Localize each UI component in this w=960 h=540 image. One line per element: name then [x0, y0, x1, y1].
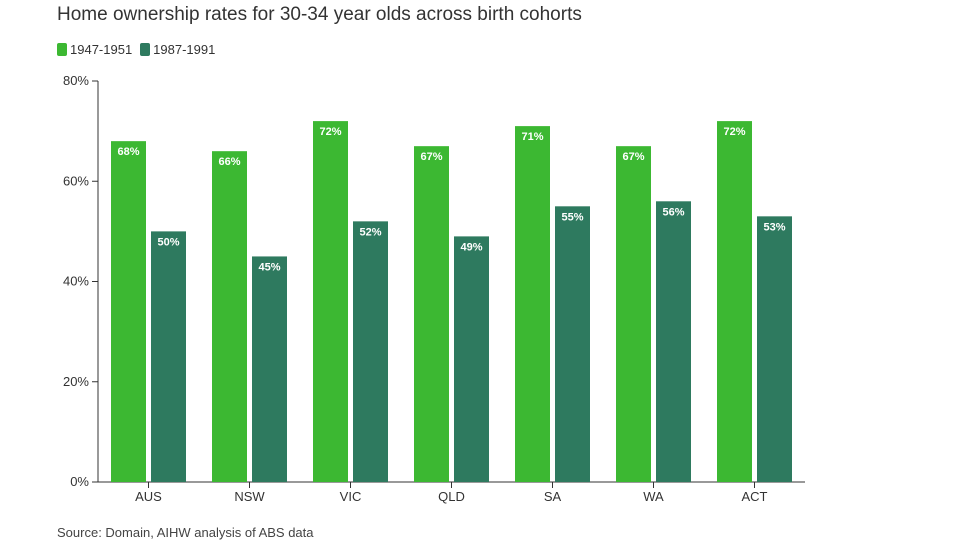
bar-value-label: 52% — [359, 226, 381, 238]
y-tick-label: 20% — [63, 374, 89, 389]
legend-swatch-series-1 — [57, 43, 67, 56]
bar-value-label: 67% — [622, 151, 644, 163]
x-tick-label: SA — [544, 489, 562, 504]
x-tick-label: ACT — [742, 489, 768, 504]
y-tick-label: 60% — [63, 173, 89, 188]
bar-series-1 — [616, 146, 651, 482]
bar-value-label: 68% — [117, 146, 139, 158]
bar-series-2 — [656, 201, 691, 483]
y-tick-label: 40% — [63, 274, 89, 289]
bar-series-2 — [252, 256, 287, 482]
bar-series-2 — [454, 236, 489, 482]
bar-value-label: 55% — [561, 211, 583, 223]
bar-series-1 — [515, 126, 550, 483]
bar-value-label: 72% — [319, 126, 341, 138]
x-tick-label: WA — [643, 489, 664, 504]
bar-value-label: 45% — [258, 261, 280, 273]
x-tick-label: NSW — [234, 489, 265, 504]
x-tick-label: AUS — [135, 489, 162, 504]
chart-title: Home ownership rates for 30-34 year olds… — [57, 4, 582, 25]
bar-series-1 — [414, 146, 449, 482]
y-tick-label: 0% — [70, 474, 89, 489]
legend-item-series-2: 1987-1991 — [140, 42, 215, 57]
bar-series-2 — [151, 231, 186, 482]
legend-label-series-2: 1987-1991 — [153, 42, 216, 57]
chart-legend: 1947-1951 1987-1991 — [57, 42, 223, 57]
bar-series-1 — [313, 121, 348, 482]
bar-series-1 — [111, 141, 146, 482]
bar-series-2 — [757, 216, 792, 482]
bar-value-label: 49% — [460, 241, 482, 253]
bar-value-label: 67% — [420, 151, 442, 163]
bar-series-2 — [555, 206, 590, 482]
bar-series-2 — [353, 221, 388, 482]
bar-value-label: 50% — [157, 236, 179, 248]
bar-value-label: 72% — [723, 126, 745, 138]
bar-series-1 — [212, 151, 247, 483]
bar-value-label: 53% — [763, 221, 785, 233]
legend-label-series-1: 1947-1951 — [70, 42, 133, 57]
bar-series-1 — [717, 121, 752, 482]
legend-item-series-1: 1947-1951 — [57, 42, 132, 57]
bar-value-label: 71% — [521, 131, 543, 143]
legend-swatch-series-2 — [140, 43, 151, 56]
bar-value-label: 66% — [218, 156, 240, 168]
x-tick-label: QLD — [438, 489, 465, 504]
bar-value-label: 56% — [662, 206, 684, 218]
source-note: Source: Domain, AIHW analysis of ABS dat… — [57, 525, 314, 540]
x-tick-label: VIC — [340, 489, 362, 504]
y-tick-label: 80% — [63, 73, 89, 88]
